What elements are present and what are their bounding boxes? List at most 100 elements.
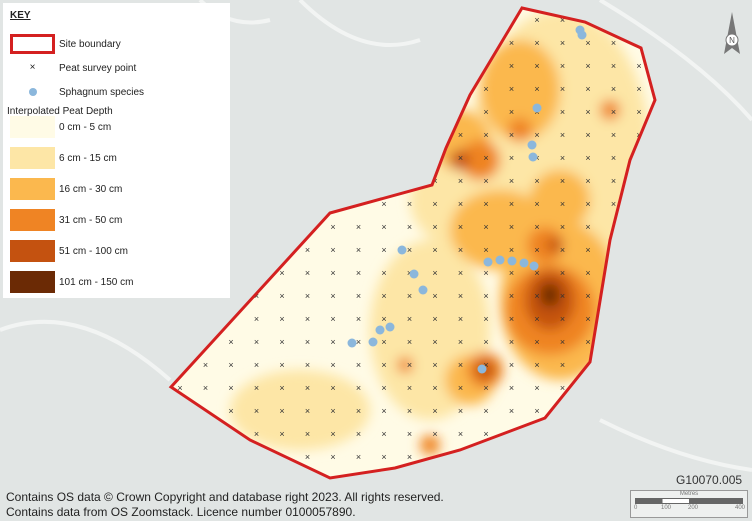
survey-point-marker: ×: [356, 245, 361, 255]
survey-point-marker: ×: [458, 406, 463, 416]
survey-point-marker: ×: [560, 245, 565, 255]
survey-point-marker: ×: [560, 360, 565, 370]
survey-point-marker: ×: [432, 222, 437, 232]
sphagnum-marker: [418, 285, 428, 295]
key-survey-point: × Peat survey point: [29, 62, 137, 74]
depth-zone: [450, 150, 470, 170]
survey-point-marker: ×: [330, 222, 335, 232]
survey-point-marker: ×: [254, 314, 259, 324]
survey-point-marker: ×: [381, 199, 386, 209]
survey-point-marker: ×: [356, 222, 361, 232]
survey-point-marker: ×: [458, 245, 463, 255]
survey-point-marker: ×: [483, 268, 488, 278]
depth-zone: [540, 283, 560, 307]
key-depth-class: 101 cm - 150 cm: [10, 271, 133, 293]
survey-point-marker: ×: [407, 314, 412, 324]
survey-point-marker: ×: [585, 337, 590, 347]
survey-point-marker: ×: [534, 291, 539, 301]
survey-point-marker: ×: [305, 245, 310, 255]
survey-point-marker: ×: [254, 291, 259, 301]
survey-point-marker: ×: [534, 314, 539, 324]
survey-point-marker: ×: [279, 406, 284, 416]
survey-point-marker: ×: [509, 222, 514, 232]
survey-point-marker: ×: [432, 406, 437, 416]
survey-point-marker: ×: [279, 429, 284, 439]
survey-point-marker: ×: [585, 245, 590, 255]
survey-point-marker: ×: [534, 61, 539, 71]
survey-point-marker: ×: [585, 268, 590, 278]
survey-point-marker: ×: [560, 268, 565, 278]
survey-point-marker: ×: [228, 337, 233, 347]
sphagnum-points: [347, 25, 587, 374]
survey-point-marker: ×: [407, 199, 412, 209]
survey-point-marker: ×: [356, 406, 361, 416]
depth-zone: [508, 118, 532, 142]
survey-point-marker: ×: [407, 383, 412, 393]
survey-point-marker: ×: [509, 291, 514, 301]
sphagnum-marker: [532, 103, 542, 113]
survey-point-marker: ×: [483, 360, 488, 370]
survey-point-marker: ×: [381, 452, 386, 462]
survey-point-marker: ×: [356, 291, 361, 301]
survey-point-marker: ×: [534, 15, 539, 25]
survey-point-marker: ×: [534, 38, 539, 48]
survey-point-marker: ×: [279, 314, 284, 324]
survey-point-marker: ×: [585, 291, 590, 301]
survey-point-marker: ×: [560, 199, 565, 209]
survey-point-marker: ×: [279, 337, 284, 347]
survey-point-marker: ×: [432, 314, 437, 324]
survey-point-marker: ×: [407, 429, 412, 439]
drawing-reference: G10070.005: [676, 473, 743, 487]
survey-point-marker: ×: [407, 268, 412, 278]
survey-point-marker: ×: [509, 153, 514, 163]
survey-point-marker: ×: [381, 314, 386, 324]
survey-point-marker: ×: [458, 222, 463, 232]
survey-point-marker: ×: [458, 176, 463, 186]
survey-point-marker: ×: [279, 360, 284, 370]
survey-point-marker: ×: [458, 383, 463, 393]
sphagnum-marker: [519, 258, 529, 268]
survey-point-marker: ×: [585, 199, 590, 209]
survey-point-marker: ×: [279, 291, 284, 301]
survey-point-marker: ×: [585, 130, 590, 140]
survey-point-marker: ×: [407, 452, 412, 462]
survey-point-marker: ×: [458, 130, 463, 140]
survey-point-marker: ×: [177, 383, 182, 393]
survey-point-marker: ×: [228, 406, 233, 416]
depth-zone: [527, 227, 563, 263]
sphagnum-marker: [409, 269, 419, 279]
survey-point-marker: ×: [509, 314, 514, 324]
survey-point-marker: ×: [305, 291, 310, 301]
sphagnum-marker: [347, 338, 357, 348]
sphagnum-marker: [577, 30, 587, 40]
survey-point-marker: ×: [279, 268, 284, 278]
survey-point-marker: ×: [534, 130, 539, 140]
survey-point-marker: ×: [305, 337, 310, 347]
survey-point-marker: ×: [585, 222, 590, 232]
depth-zone: [480, 40, 560, 140]
svg-text:N: N: [729, 36, 735, 45]
survey-point-marker: ×: [509, 360, 514, 370]
survey-point-marker: ×: [305, 452, 310, 462]
survey-point-marker: ×: [330, 268, 335, 278]
depth-zone: [547, 237, 563, 253]
survey-point-marker: ×: [509, 176, 514, 186]
survey-point-marker: ×: [356, 360, 361, 370]
survey-point-marker: ×: [509, 268, 514, 278]
sphagnum-marker: [375, 325, 385, 335]
survey-point-marker: ×: [203, 360, 208, 370]
survey-point-marker: ×: [432, 268, 437, 278]
survey-point-marker: ×: [534, 360, 539, 370]
sphagnum-marker: [528, 152, 538, 162]
survey-point-marker: ×: [534, 406, 539, 416]
survey-point-marker: ×: [458, 199, 463, 209]
sphagnum-marker: [477, 364, 487, 374]
survey-point-marker: ×: [305, 360, 310, 370]
survey-point-marker: ×: [483, 199, 488, 209]
survey-point-marker: ×: [330, 429, 335, 439]
survey-point-marker: ×: [330, 360, 335, 370]
depth-zone: [230, 370, 370, 450]
key-depth-class: 0 cm - 5 cm: [10, 116, 111, 138]
sphagnum-marker: [368, 337, 378, 347]
